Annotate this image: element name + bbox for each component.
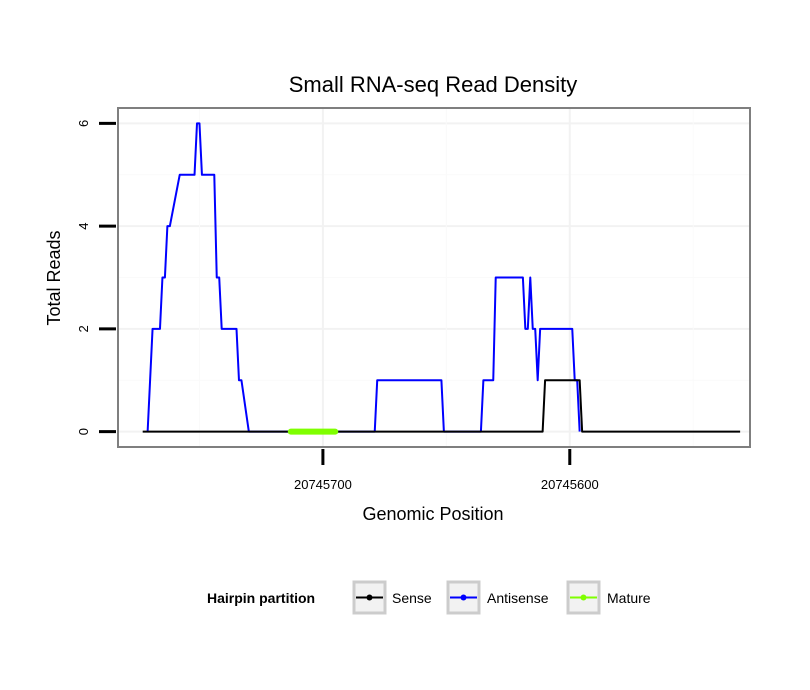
series-line-sense xyxy=(142,379,741,433)
plot-area xyxy=(117,107,751,448)
x-tick-label: 20745700 xyxy=(294,477,352,492)
y-axis-title: Total Reads xyxy=(44,230,64,325)
legend-title: Hairpin partition xyxy=(207,590,315,606)
x-axis-title: Genomic Position xyxy=(362,504,503,524)
legend-key-point xyxy=(366,594,373,601)
chart-title: Small RNA-seq Read Density xyxy=(289,72,578,97)
y-tick-label: 4 xyxy=(76,223,91,230)
legend-item-sense[interactable]: Sense xyxy=(352,580,432,615)
legend-item-mature[interactable]: Mature xyxy=(566,580,651,615)
series-line-antisense xyxy=(146,122,581,433)
legend-item-antisense[interactable]: Antisense xyxy=(446,580,549,615)
x-tick-label: 20745600 xyxy=(541,477,599,492)
series-layer xyxy=(142,122,741,435)
legend-key-point xyxy=(460,594,467,601)
legend-label-sense: Sense xyxy=(392,590,432,606)
grid xyxy=(118,108,750,447)
y-ticks: 0 2 4 6 xyxy=(76,120,116,435)
x-ticks: 20745700 20745600 xyxy=(294,449,599,492)
y-tick-label: 6 xyxy=(76,120,91,127)
plot-border xyxy=(117,107,751,448)
legend: Hairpin partition Sense Antisense Mature xyxy=(207,580,651,615)
y-tick-label: 0 xyxy=(76,428,91,435)
y-axis: 0 2 4 6 xyxy=(76,120,116,435)
x-axis: 20745700 20745600 xyxy=(294,449,599,492)
legend-label-antisense: Antisense xyxy=(487,590,549,606)
legend-label-mature: Mature xyxy=(607,590,651,606)
y-tick-label: 2 xyxy=(76,325,91,332)
legend-key-point xyxy=(580,594,587,601)
